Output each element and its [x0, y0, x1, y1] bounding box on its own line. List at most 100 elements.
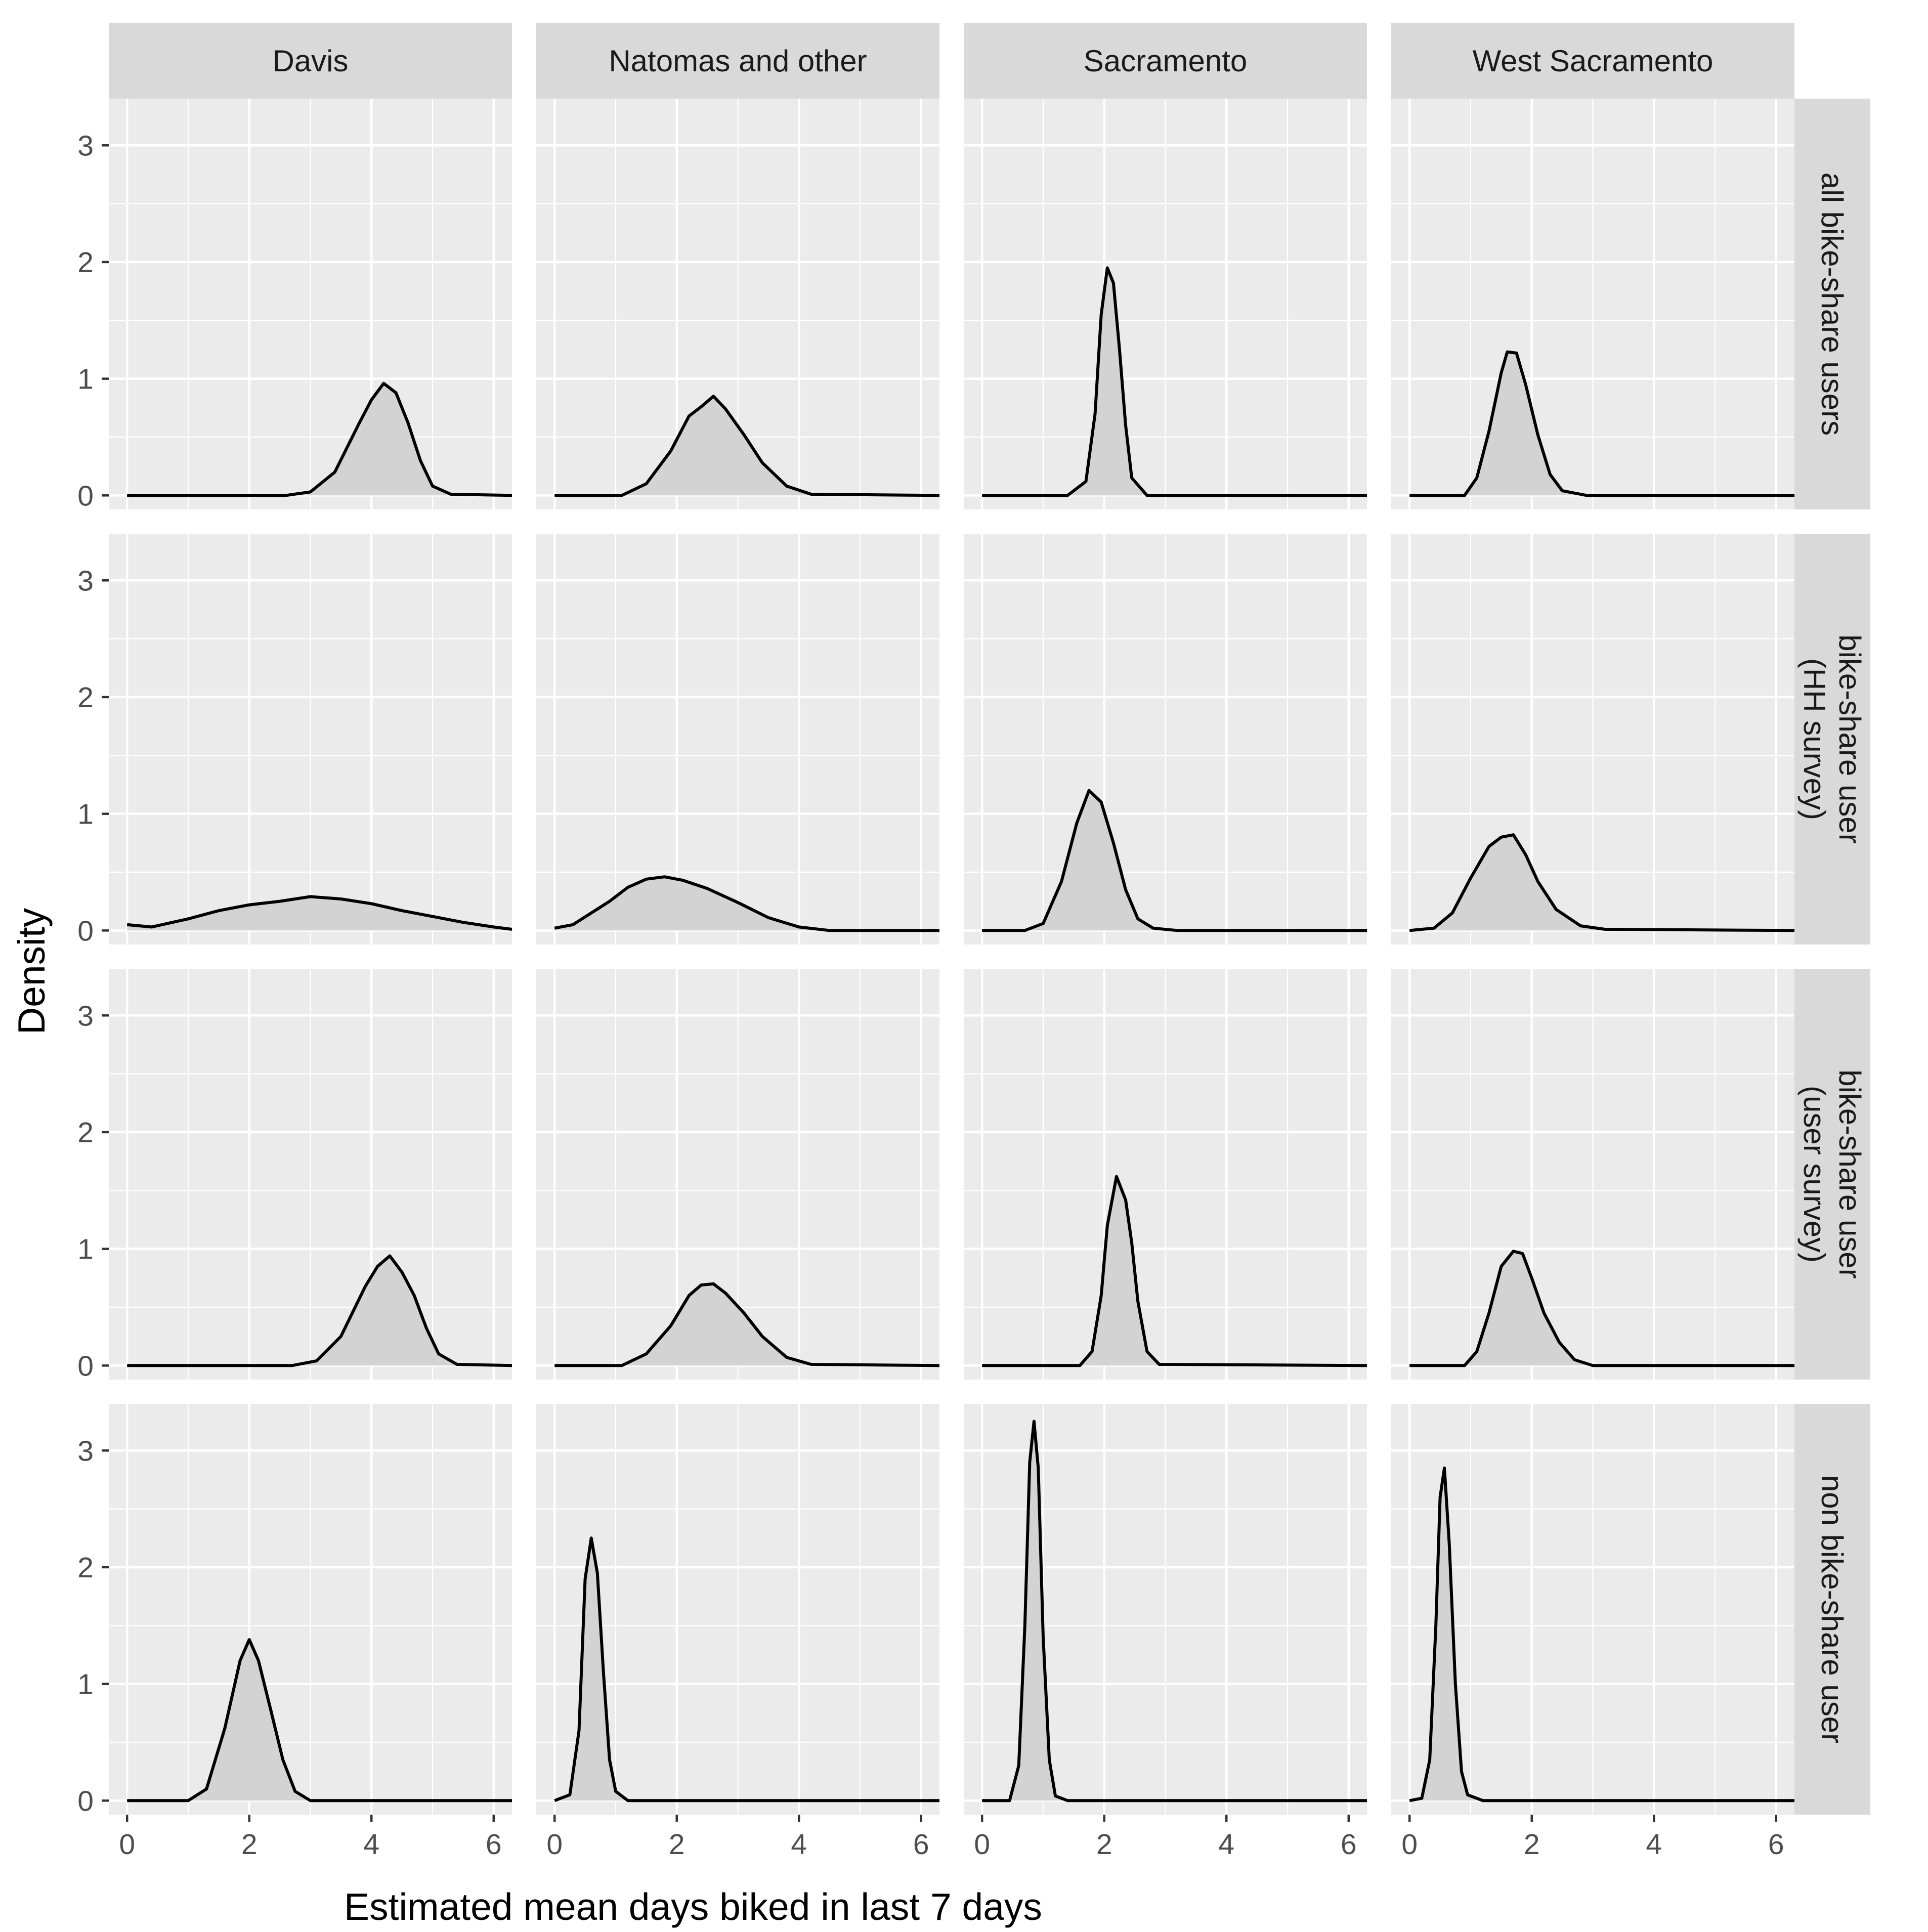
density-line: [127, 1254, 512, 1367]
facet-panel: [964, 969, 1367, 1380]
y-tick-label: 3: [77, 1435, 94, 1467]
row-strip-label: non bike-share user: [1815, 1475, 1849, 1743]
y-tick-label: 3: [77, 565, 94, 597]
facet-panel: [964, 534, 1367, 944]
x-tick-label: 0: [546, 1828, 563, 1861]
y-tick-label: 3: [77, 1000, 94, 1032]
density-area: [1409, 352, 1794, 496]
x-tick-label: 0: [1401, 1828, 1418, 1861]
row-strip-bg: [1794, 99, 1870, 509]
column-strip-label: Davis: [272, 44, 348, 78]
density-area: [127, 1640, 512, 1801]
row-strip-line: non bike-share user: [1815, 1475, 1849, 1743]
x-tick-label: 2: [1524, 1828, 1540, 1861]
density-line: [1409, 1250, 1794, 1367]
panels: [109, 99, 1795, 1815]
density-area: [1409, 1468, 1794, 1801]
y-tick-label: 0: [77, 1785, 94, 1817]
density-area: [1409, 1251, 1794, 1366]
facet-panel: [1391, 99, 1794, 509]
row-strip-label: bike-share user(user survey): [1797, 1069, 1867, 1279]
column-strip-bg: [1391, 23, 1794, 99]
y-axis-title: Density: [10, 908, 53, 1035]
density-area: [127, 896, 512, 931]
column-strip-label: Natomas and other: [609, 44, 867, 78]
density-line: [982, 266, 1367, 497]
y-tick-label: 2: [77, 246, 94, 279]
column-strip-bg: [536, 23, 939, 99]
row-strip-label: all bike-share users: [1815, 173, 1849, 436]
facet-panel: [536, 534, 939, 944]
density-area: [127, 383, 512, 496]
x-tick-label: 6: [1341, 1828, 1357, 1861]
density-area: [982, 790, 1367, 931]
x-tick-label: 6: [1768, 1828, 1784, 1861]
y-tick-label: 0: [77, 1350, 94, 1382]
facet-panel: [109, 99, 512, 509]
y-tick-label: 0: [77, 480, 94, 512]
x-tick-label: 4: [1646, 1828, 1662, 1861]
density-line: [1409, 1466, 1794, 1802]
density-line: [1409, 350, 1794, 497]
density-line: [982, 1175, 1367, 1367]
y-tick-label: 1: [77, 798, 94, 831]
density-line: [982, 1420, 1367, 1802]
row-strip-line: bike-share user: [1833, 634, 1867, 844]
facet-panel: [109, 969, 512, 1380]
y-tick-label: 2: [77, 1552, 94, 1584]
x-tick-label: 2: [241, 1828, 258, 1861]
row-strip-line: bike-share user: [1833, 1069, 1867, 1279]
column-strip-label: West Sacramento: [1473, 44, 1713, 78]
y-tick-label: 1: [77, 1668, 94, 1701]
facet-panel: [1391, 969, 1794, 1380]
density-area: [554, 877, 939, 931]
density-line: [554, 1282, 940, 1367]
row-strip-line: (HH survey): [1797, 658, 1831, 820]
row-strip-label: bike-share user(HH survey): [1797, 634, 1867, 844]
density-area: [1409, 835, 1794, 931]
x-tick-label: 2: [669, 1828, 685, 1861]
y-tick-label: 1: [77, 1233, 94, 1266]
density-line: [127, 381, 512, 497]
y-tick-label: 3: [77, 130, 94, 162]
column-strip-label: Sacramento: [1084, 44, 1248, 78]
density-area: [982, 1421, 1367, 1801]
column-strip-bg: [964, 23, 1367, 99]
column-strips: Davis Natomas and other Sacramento West Sac…: [109, 23, 1794, 99]
row-strip-line: all bike-share users: [1815, 173, 1849, 436]
y-tick-label: 2: [77, 1117, 94, 1149]
density-line: [554, 395, 940, 497]
facet-panel: [109, 534, 512, 944]
y-tick-label: 1: [77, 363, 94, 396]
density-area: [554, 1283, 939, 1366]
y-axes: 0 1 2 3 0 1 2 3 0 1 2 3 0 1 2 3: [77, 130, 109, 1817]
x-tick-label: 0: [974, 1828, 990, 1861]
density-area: [554, 396, 939, 496]
density-line: [126, 895, 512, 931]
facet-panel: [1391, 534, 1794, 944]
x-tick-label: 0: [119, 1828, 135, 1861]
density-line: [554, 1536, 939, 1802]
column-strip-bg: [109, 23, 512, 99]
x-axis-title: Estimated mean days biked in last 7 days: [344, 1885, 1042, 1928]
density-line: [554, 875, 939, 932]
facet-panel: [964, 99, 1367, 509]
x-axes: 0 2 4 6 0 2 4 6 0 2 4 6 0 2 4 6: [119, 1815, 1784, 1861]
x-tick-label: 6: [913, 1828, 929, 1861]
density-area: [127, 1256, 512, 1366]
x-tick-label: 4: [791, 1828, 807, 1861]
density-area: [554, 1538, 939, 1801]
y-tick-label: 0: [77, 915, 94, 947]
row-strip-bg: [1794, 534, 1870, 944]
row-strip-bg: [1794, 969, 1870, 1380]
x-tick-label: 4: [363, 1828, 379, 1861]
x-tick-label: 2: [1096, 1828, 1112, 1861]
x-tick-label: 4: [1218, 1828, 1234, 1861]
density-line: [982, 789, 1367, 932]
row-strip-line: (user survey): [1797, 1086, 1831, 1263]
facet-panel: [109, 1404, 512, 1815]
density-line: [1409, 833, 1795, 932]
x-tick-label: 6: [486, 1828, 502, 1861]
